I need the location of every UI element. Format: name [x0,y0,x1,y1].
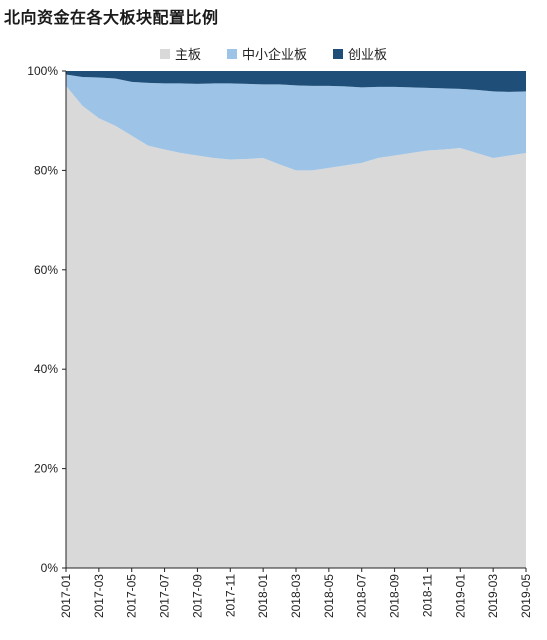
x-tick-label: 2017-09 [190,574,204,618]
legend-swatch-main-board [159,48,170,59]
legend-label-sme-board: 中小企业板 [241,47,307,62]
legend-label-main-board: 主板 [174,47,201,62]
x-tick-label: 2017-11 [223,574,237,617]
x-tick-label: 2018-07 [355,574,369,618]
x-tick-label: 2018-05 [322,574,336,618]
x-tick-label: 2017-01 [59,574,73,618]
x-tick-label: 2018-03 [289,574,303,618]
legend-label-chinext-board: 创业板 [348,47,388,62]
legend-item-main-board: 主板 [159,44,201,63]
x-tick-label: 2017-05 [125,574,139,618]
x-tick-label: 2019-03 [486,574,500,618]
area-series-1 [66,74,526,171]
x-tick-label: 2018-01 [256,574,270,618]
chart-title: 北向资金在各大板块配置比例 [4,10,219,27]
x-tick-label: 2019-05 [519,574,533,618]
area-series-2 [66,71,526,92]
y-tick-label: 60% [34,263,58,277]
x-tick-label: 2018-11 [420,574,434,617]
area-series-0 [66,85,526,569]
legend-swatch-chinext-board [333,48,343,59]
y-tick-label: 40% [34,362,58,376]
legend-swatch-sme-board [226,48,237,59]
y-tick-label: 80% [34,163,58,177]
legend-item-sme-board: 中小企业板 [226,44,307,63]
x-tick-label: 2017-03 [92,574,106,618]
x-tick-label: 2019-01 [453,574,467,618]
x-tick-label: 2018-09 [388,574,402,618]
x-tick-label: 2017-07 [158,574,172,618]
chart-legend: 主板 中小企业板 创业板 [0,44,547,63]
y-tick-label: 100% [27,64,58,78]
y-tick-label: 0% [41,561,59,575]
legend-item-chinext-board: 创业板 [333,44,387,63]
y-tick-label: 20% [34,462,58,476]
